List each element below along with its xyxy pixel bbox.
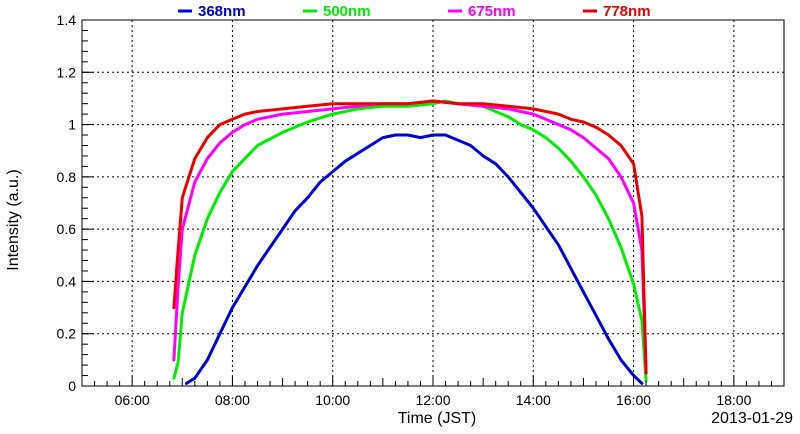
legend-label: 778nm <box>603 3 651 20</box>
series-group <box>172 99 648 385</box>
y-tick-label: 0.6 <box>57 221 77 237</box>
y-tick-label: 0 <box>68 378 76 394</box>
x-tick-label: 14:00 <box>516 392 551 408</box>
y-axis-title: Intensity (a.u.) <box>5 169 22 270</box>
axes: 06:00 08:00 10:00 12:00 14:00 16:00 18:00 0 0.2 0… <box>57 12 772 408</box>
x-axis-title: Time (JST) <box>398 410 477 427</box>
series-line-778nm <box>172 99 648 375</box>
y-tick-label: 0.4 <box>57 273 77 289</box>
x-tick-label: 10:00 <box>315 392 350 408</box>
series-line-675nm <box>172 99 648 375</box>
y-tick-label: 0.8 <box>57 169 77 185</box>
x-tick-label: 18:00 <box>716 392 751 408</box>
x-tick-label: 16:00 <box>616 392 651 408</box>
legend: 368nm 500nm 675nm 778nm <box>178 3 651 20</box>
y-tick-label: 1.2 <box>57 64 77 80</box>
legend-label: 368nm <box>198 3 246 20</box>
y-tick-label: 1 <box>68 117 76 133</box>
x-tick-label: 12:00 <box>415 392 450 408</box>
legend-label: 500nm <box>323 3 371 20</box>
series-line-368nm <box>185 133 644 385</box>
legend-label: 675nm <box>468 3 516 20</box>
series-line-500nm <box>172 99 648 383</box>
y-tick-label: 1.4 <box>57 12 77 28</box>
grid <box>82 20 784 386</box>
date-annotation: 2013-01-29 <box>711 410 793 427</box>
x-tick-label: 08:00 <box>215 392 250 408</box>
x-tick-label: 06:00 <box>115 392 150 408</box>
y-tick-label: 0.2 <box>57 326 77 342</box>
